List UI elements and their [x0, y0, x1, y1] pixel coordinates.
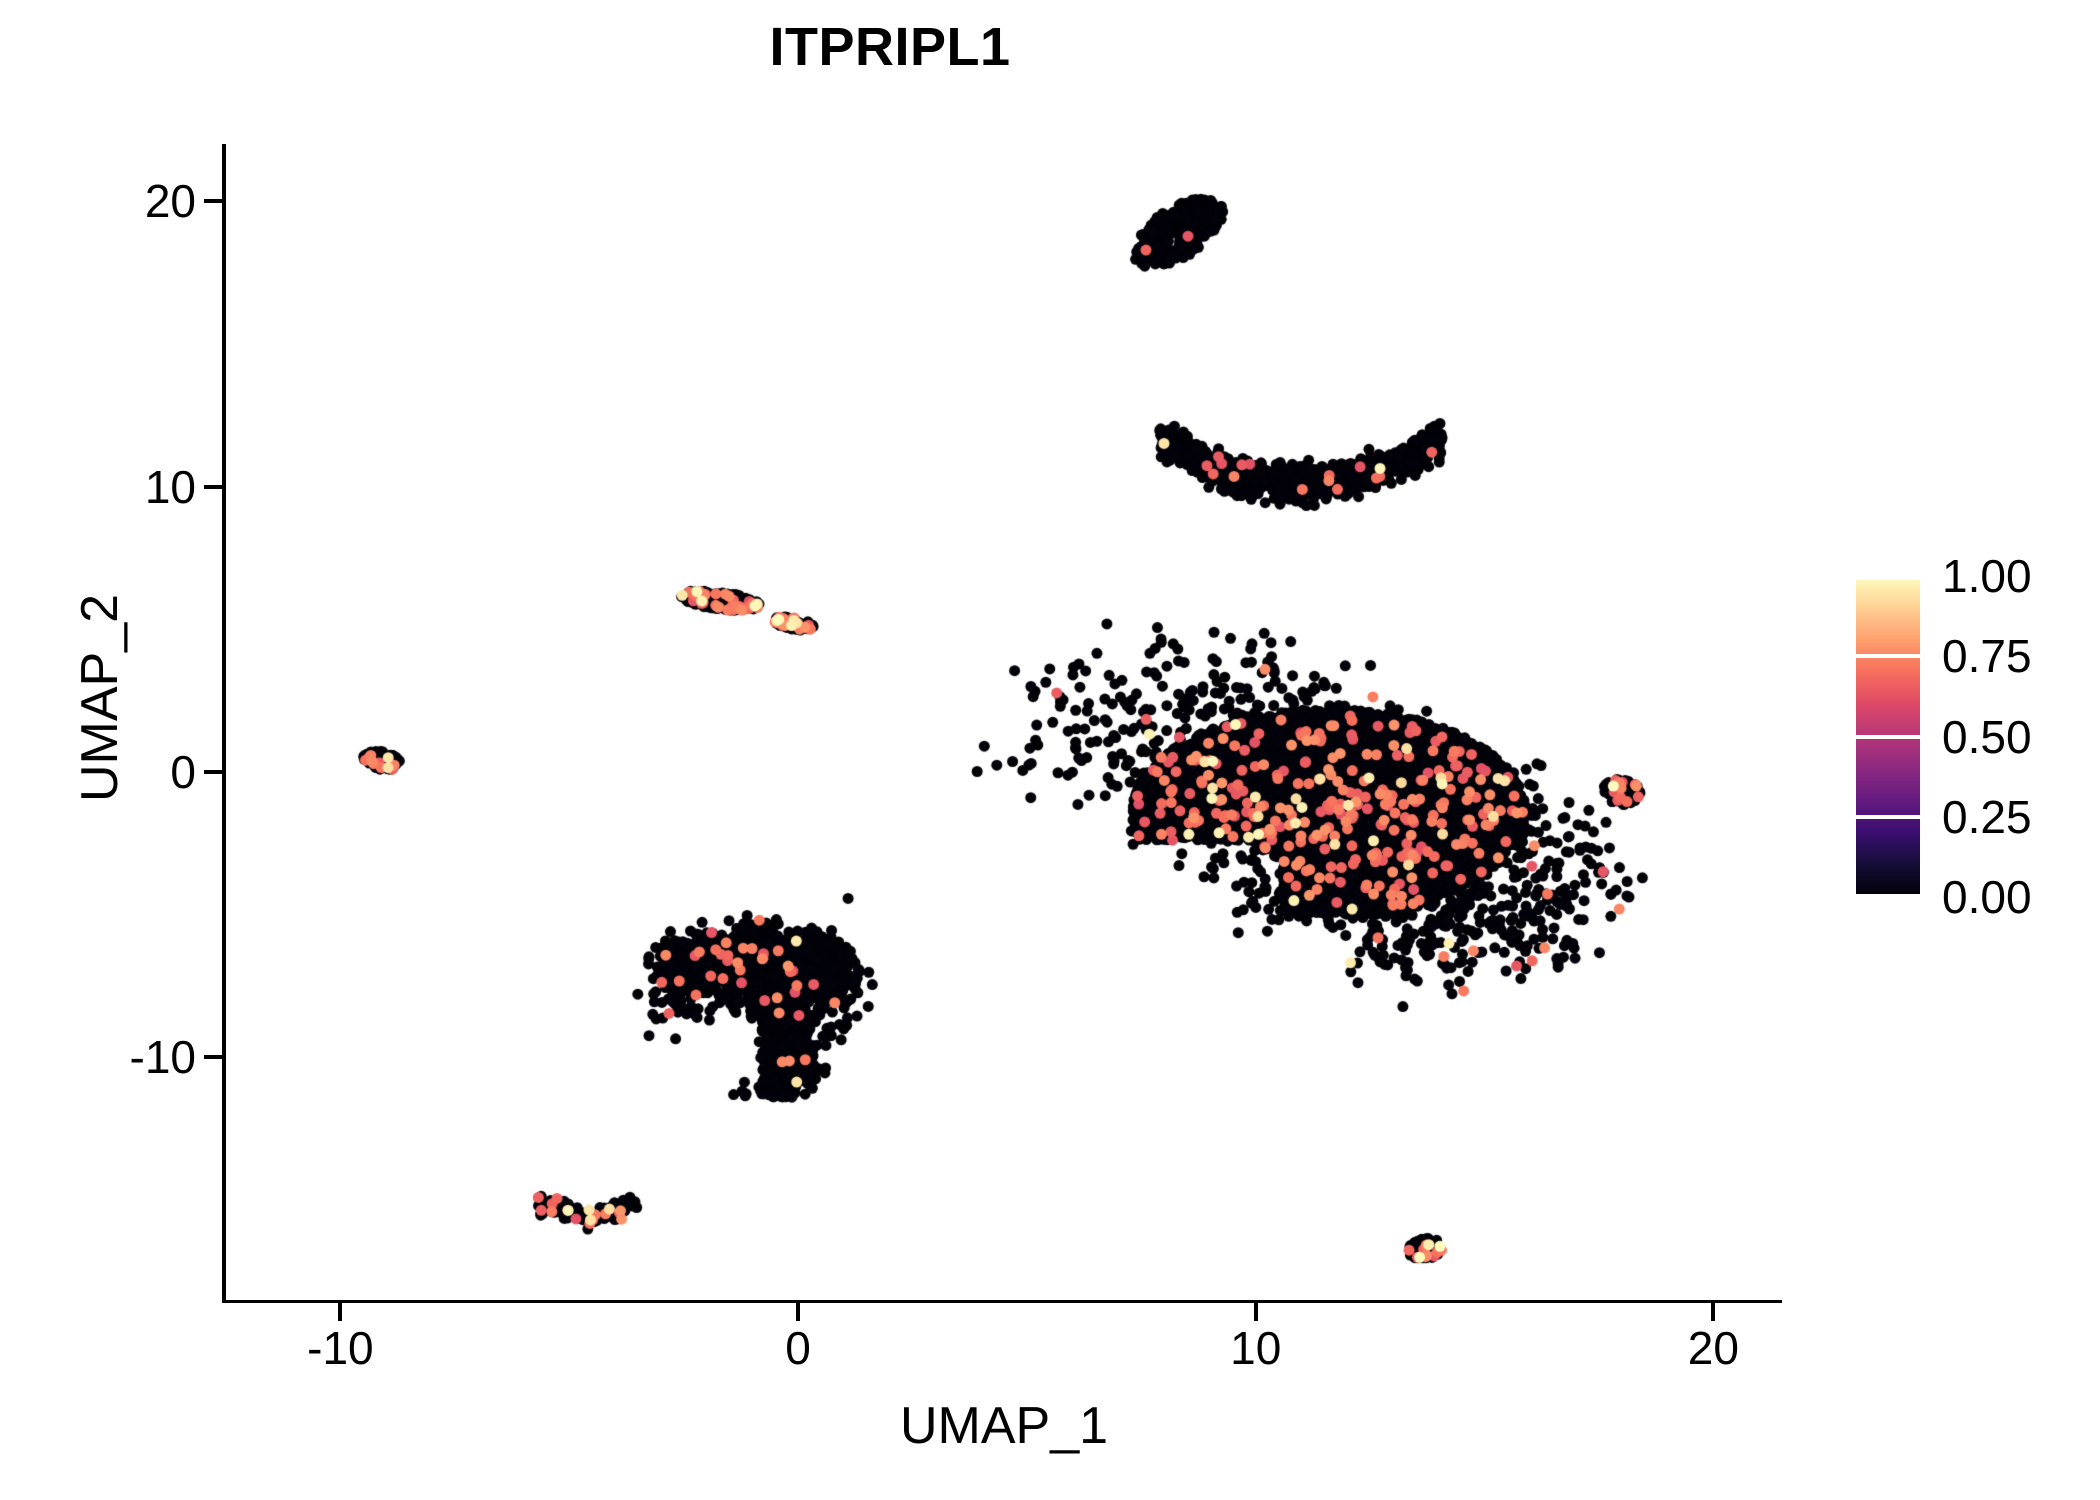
- y-axis-tick-label: 0: [170, 745, 196, 798]
- colorbar-tick-label: 0.25: [1942, 790, 2032, 843]
- y-axis-tick-label: -10: [129, 1031, 196, 1084]
- y-axis-tick-label: 20: [144, 175, 196, 228]
- x-axis-tick-label: 10: [1230, 1322, 1282, 1374]
- y-axis-line: [222, 144, 227, 1303]
- x-axis-tick: [796, 1303, 801, 1321]
- y-axis-tick: [204, 769, 222, 774]
- x-axis-line: [222, 1298, 1782, 1303]
- colorbar-legend: 1.00 0.75 0.50 0.25 0.00: [1856, 553, 2086, 920]
- plot-panel: [226, 144, 1782, 1300]
- y-axis-title: UMAP_2: [71, 593, 129, 803]
- colorbar-tick: [1856, 814, 1920, 819]
- x-axis-tick-label: 20: [1687, 1322, 1739, 1374]
- x-axis-tick-label: 0: [785, 1322, 811, 1374]
- colorbar-tick: [1856, 576, 1920, 580]
- y-axis-tick: [204, 199, 222, 204]
- scatter-plot-canvas: [226, 144, 1782, 1300]
- x-axis-tick-label: -10: [307, 1322, 374, 1374]
- colorbar-tick: [1856, 734, 1920, 739]
- x-axis-tick: [1711, 1303, 1716, 1321]
- y-axis-tick: [204, 1055, 222, 1060]
- colorbar-tick-label: 0.00: [1942, 871, 2032, 923]
- x-axis-title: UMAP_1: [899, 1397, 1109, 1455]
- page-title: ITPRIPL1: [769, 17, 1011, 77]
- x-axis-tick: [338, 1303, 343, 1321]
- x-axis-tick: [1253, 1303, 1258, 1321]
- y-axis-tick-label: 10: [144, 460, 196, 513]
- colorbar-tick: [1856, 894, 1920, 898]
- colorbar-tick-label: 1.00: [1942, 550, 2032, 602]
- colorbar-tick-label: 0.50: [1942, 710, 2032, 763]
- colorbar-tick: [1856, 654, 1920, 659]
- y-axis-tick: [204, 484, 222, 489]
- colorbar-tick-label: 0.75: [1942, 630, 2032, 683]
